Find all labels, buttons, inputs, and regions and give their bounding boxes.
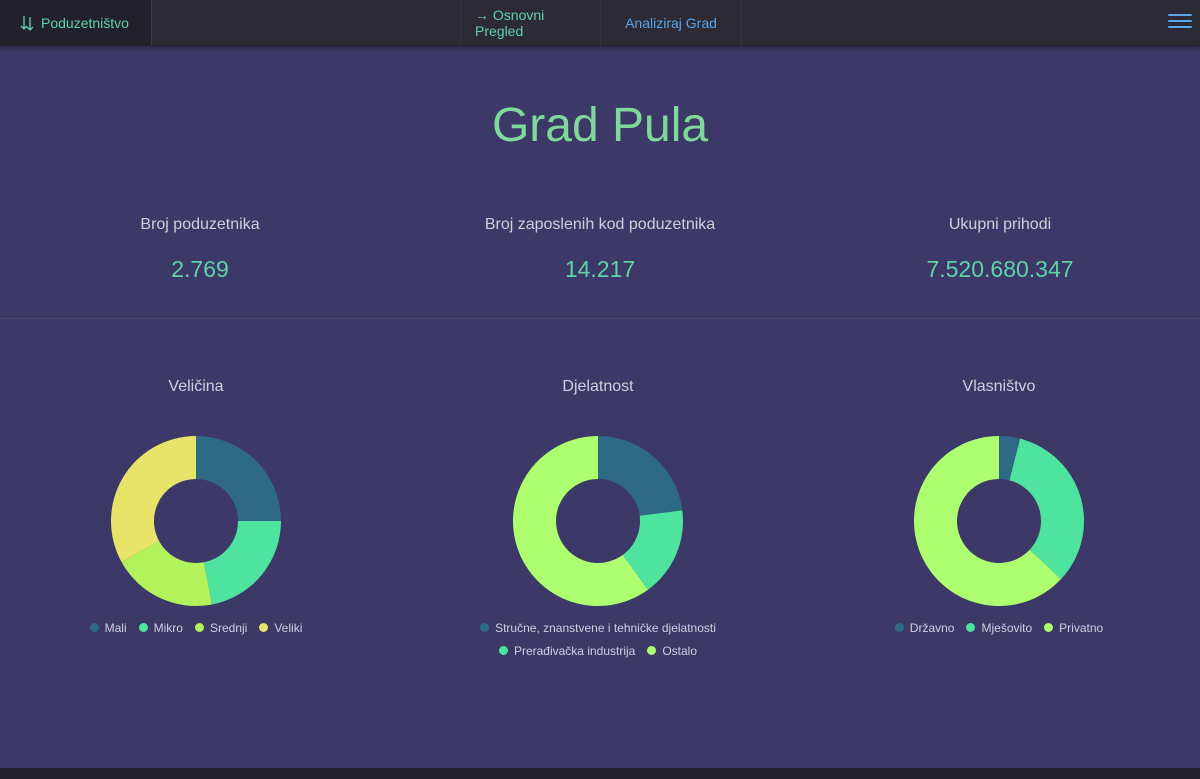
donut-slice-mje-ovito[interactable]	[1009, 438, 1084, 580]
donut-slice-mikro[interactable]	[203, 521, 281, 605]
brand-link[interactable]: Poduzetništvo	[0, 0, 152, 46]
stat-label: Broj zaposlenih kod poduzetnika	[484, 216, 716, 233]
stat-value: 7.520.680.347	[926, 256, 1074, 282]
nav-link-analiziraj-grad[interactable]: Analiziraj Grad	[600, 0, 742, 46]
donut-slice-srednji[interactable]	[121, 541, 212, 606]
donut-slice-privatno[interactable]	[914, 436, 1061, 606]
chart-title: Vlasništvo	[962, 378, 1036, 395]
legend-item-drzavno[interactable]: Državno	[894, 621, 954, 635]
stats-row: Broj poduzetnika 2.769 Broj zaposlenih k…	[0, 216, 1200, 286]
top-navbar: Poduzetništvo → Osnovni Pregled Analizir…	[0, 0, 1200, 46]
chart-velicina: Veličina Mali Mikro Srednji Veliki	[0, 378, 396, 635]
legend-item-privatno[interactable]: Privatno	[1044, 621, 1103, 635]
stat-ukupni-prihodi: Ukupni prihodi 7.520.680.347	[800, 216, 1200, 283]
donut-chart	[513, 436, 683, 606]
donut-slice-dr-avno[interactable]	[999, 436, 1021, 481]
donut-chart	[914, 436, 1084, 606]
page-title: Grad Pula	[491, 99, 709, 152]
stat-label: Broj poduzetnika	[140, 216, 260, 233]
donut-slice-prera-iva-ka-industrija[interactable]	[622, 510, 683, 590]
donut-slice-veliki[interactable]	[110, 436, 196, 562]
hamburger-icon[interactable]	[1168, 14, 1192, 32]
legend-item-ostalo[interactable]: Ostalo	[647, 644, 697, 658]
nav-links: → Osnovni Pregled Analiziraj Grad	[460, 0, 742, 46]
chart-legend: Mali Mikro Srednji Veliki	[0, 616, 396, 639]
stat-broj-poduzetnika: Broj poduzetnika 2.769	[0, 216, 400, 283]
donut-slice-stru-ne-znanstvene-i-tehni-ke-djelatnosti[interactable]	[598, 436, 683, 516]
brand-label: Poduzetništvo	[41, 15, 129, 31]
donut-slice-ostalo[interactable]	[513, 436, 648, 606]
chart-legend: Stručne, znanstvene i tehničke djelatnos…	[398, 616, 798, 662]
stat-value: 14.217	[564, 256, 636, 282]
chart-legend: Državno Mješovito Privatno	[799, 616, 1199, 639]
donut-chart	[110, 436, 281, 606]
stat-label: Ukupni prihodi	[948, 216, 1052, 233]
chart-djelatnost: Djelatnost Stručne, znanstvene i tehničk…	[398, 378, 798, 658]
chart-vlasnistvo: Vlasništvo Državno Mješovito Privatno	[799, 378, 1199, 635]
section-divider	[0, 318, 1200, 319]
sort-arrows-icon	[20, 15, 34, 31]
nav-link-osnovni-pregled[interactable]: → Osnovni Pregled	[460, 0, 600, 46]
chart-title: Veličina	[168, 378, 224, 395]
legend-item-strucne-djelatnosti[interactable]: Stručne, znanstvene i tehničke djelatnos…	[480, 621, 716, 635]
legend-item-mikro[interactable]: Mikro	[138, 621, 183, 635]
footer-bar	[0, 768, 1200, 779]
stat-value: 2.769	[171, 256, 229, 282]
donut-slice-mali[interactable]	[196, 436, 281, 521]
chart-title: Djelatnost	[562, 378, 634, 395]
legend-item-mjesovito[interactable]: Mješovito	[966, 621, 1032, 635]
stat-broj-zaposlenih: Broj zaposlenih kod poduzetnika 14.217	[400, 216, 800, 283]
legend-item-mali[interactable]: Mali	[89, 621, 127, 635]
legend-item-preradivacka-industrija[interactable]: Prerađivačka industrija	[498, 644, 635, 658]
legend-item-veliki[interactable]: Veliki	[259, 621, 302, 635]
legend-item-srednji[interactable]: Srednji	[194, 621, 247, 635]
